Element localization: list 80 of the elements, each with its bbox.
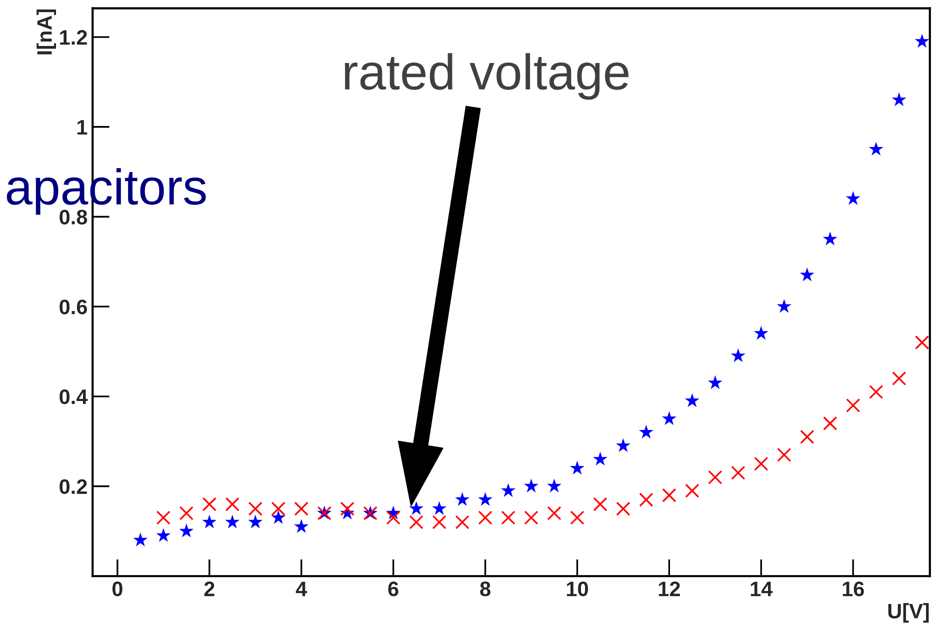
- point: [822, 232, 838, 246]
- point: [248, 514, 263, 528]
- point: [524, 510, 538, 525]
- point: [730, 348, 746, 362]
- point: [662, 411, 676, 426]
- point: [225, 497, 240, 512]
- point: [639, 492, 654, 507]
- x-tick-label: 4: [296, 582, 308, 596]
- point: [501, 510, 516, 525]
- point: [616, 502, 630, 516]
- point: [892, 371, 906, 386]
- point: [777, 448, 792, 462]
- point: [294, 519, 309, 533]
- point: [202, 497, 216, 512]
- point: [708, 470, 722, 484]
- point: [731, 466, 746, 480]
- point: [662, 488, 676, 502]
- point: [708, 375, 722, 390]
- x-tick-label: 6: [388, 582, 398, 596]
- point: [754, 456, 768, 471]
- point: [846, 398, 860, 412]
- point: [754, 326, 768, 340]
- point: [500, 483, 516, 497]
- point: [294, 502, 308, 516]
- point: [823, 416, 838, 430]
- point: [546, 478, 562, 492]
- point: [202, 514, 217, 528]
- point: [179, 524, 194, 538]
- point: [800, 267, 814, 282]
- point: [409, 501, 424, 515]
- point: [455, 515, 470, 530]
- point: [179, 506, 194, 520]
- point: [570, 510, 584, 525]
- point: [432, 501, 447, 515]
- point: [616, 438, 630, 452]
- y-tick-label: 0.2: [60, 479, 87, 494]
- point: [800, 430, 814, 444]
- point: [593, 497, 608, 512]
- point: [638, 424, 654, 439]
- x-tick-label: 0: [112, 582, 122, 596]
- point: [914, 34, 930, 48]
- point: [570, 460, 584, 474]
- x-tick-label: 8: [480, 582, 490, 596]
- point: [156, 528, 171, 542]
- point: [248, 502, 262, 516]
- point: [914, 335, 930, 350]
- point: [685, 484, 700, 498]
- y-tick-label: 0.6: [60, 300, 87, 314]
- y-tick-label: 0.4: [60, 389, 88, 404]
- point: [455, 492, 470, 506]
- point: [524, 478, 539, 492]
- point: [684, 393, 700, 408]
- x-tick-label: 16: [842, 582, 864, 596]
- point: [432, 515, 446, 530]
- point: [868, 142, 884, 156]
- point: [478, 492, 493, 506]
- y-tick-label: 1.2: [60, 30, 87, 45]
- y-tick-label: 1: [77, 120, 88, 134]
- point: [547, 506, 562, 520]
- x-tick-label: 14: [750, 582, 773, 596]
- point: [869, 384, 884, 400]
- point: [478, 510, 492, 525]
- point: [133, 532, 148, 546]
- point: [409, 515, 424, 530]
- point: [156, 510, 170, 525]
- point: [271, 510, 286, 524]
- point: [892, 92, 906, 106]
- point: [592, 452, 608, 466]
- x-axis-title: U[V]: [888, 603, 929, 623]
- point: [386, 510, 400, 525]
- point: [846, 191, 860, 205]
- y-axis-title: I[nA]: [36, 9, 56, 54]
- point: [225, 514, 240, 528]
- point: [340, 502, 354, 516]
- point: [776, 298, 792, 313]
- annotation: rated voltage: [344, 53, 628, 100]
- x-tick-label: 12: [658, 582, 680, 596]
- x-tick-label: 2: [204, 582, 214, 596]
- x-tick-label: 10: [566, 582, 588, 596]
- point: [271, 502, 286, 516]
